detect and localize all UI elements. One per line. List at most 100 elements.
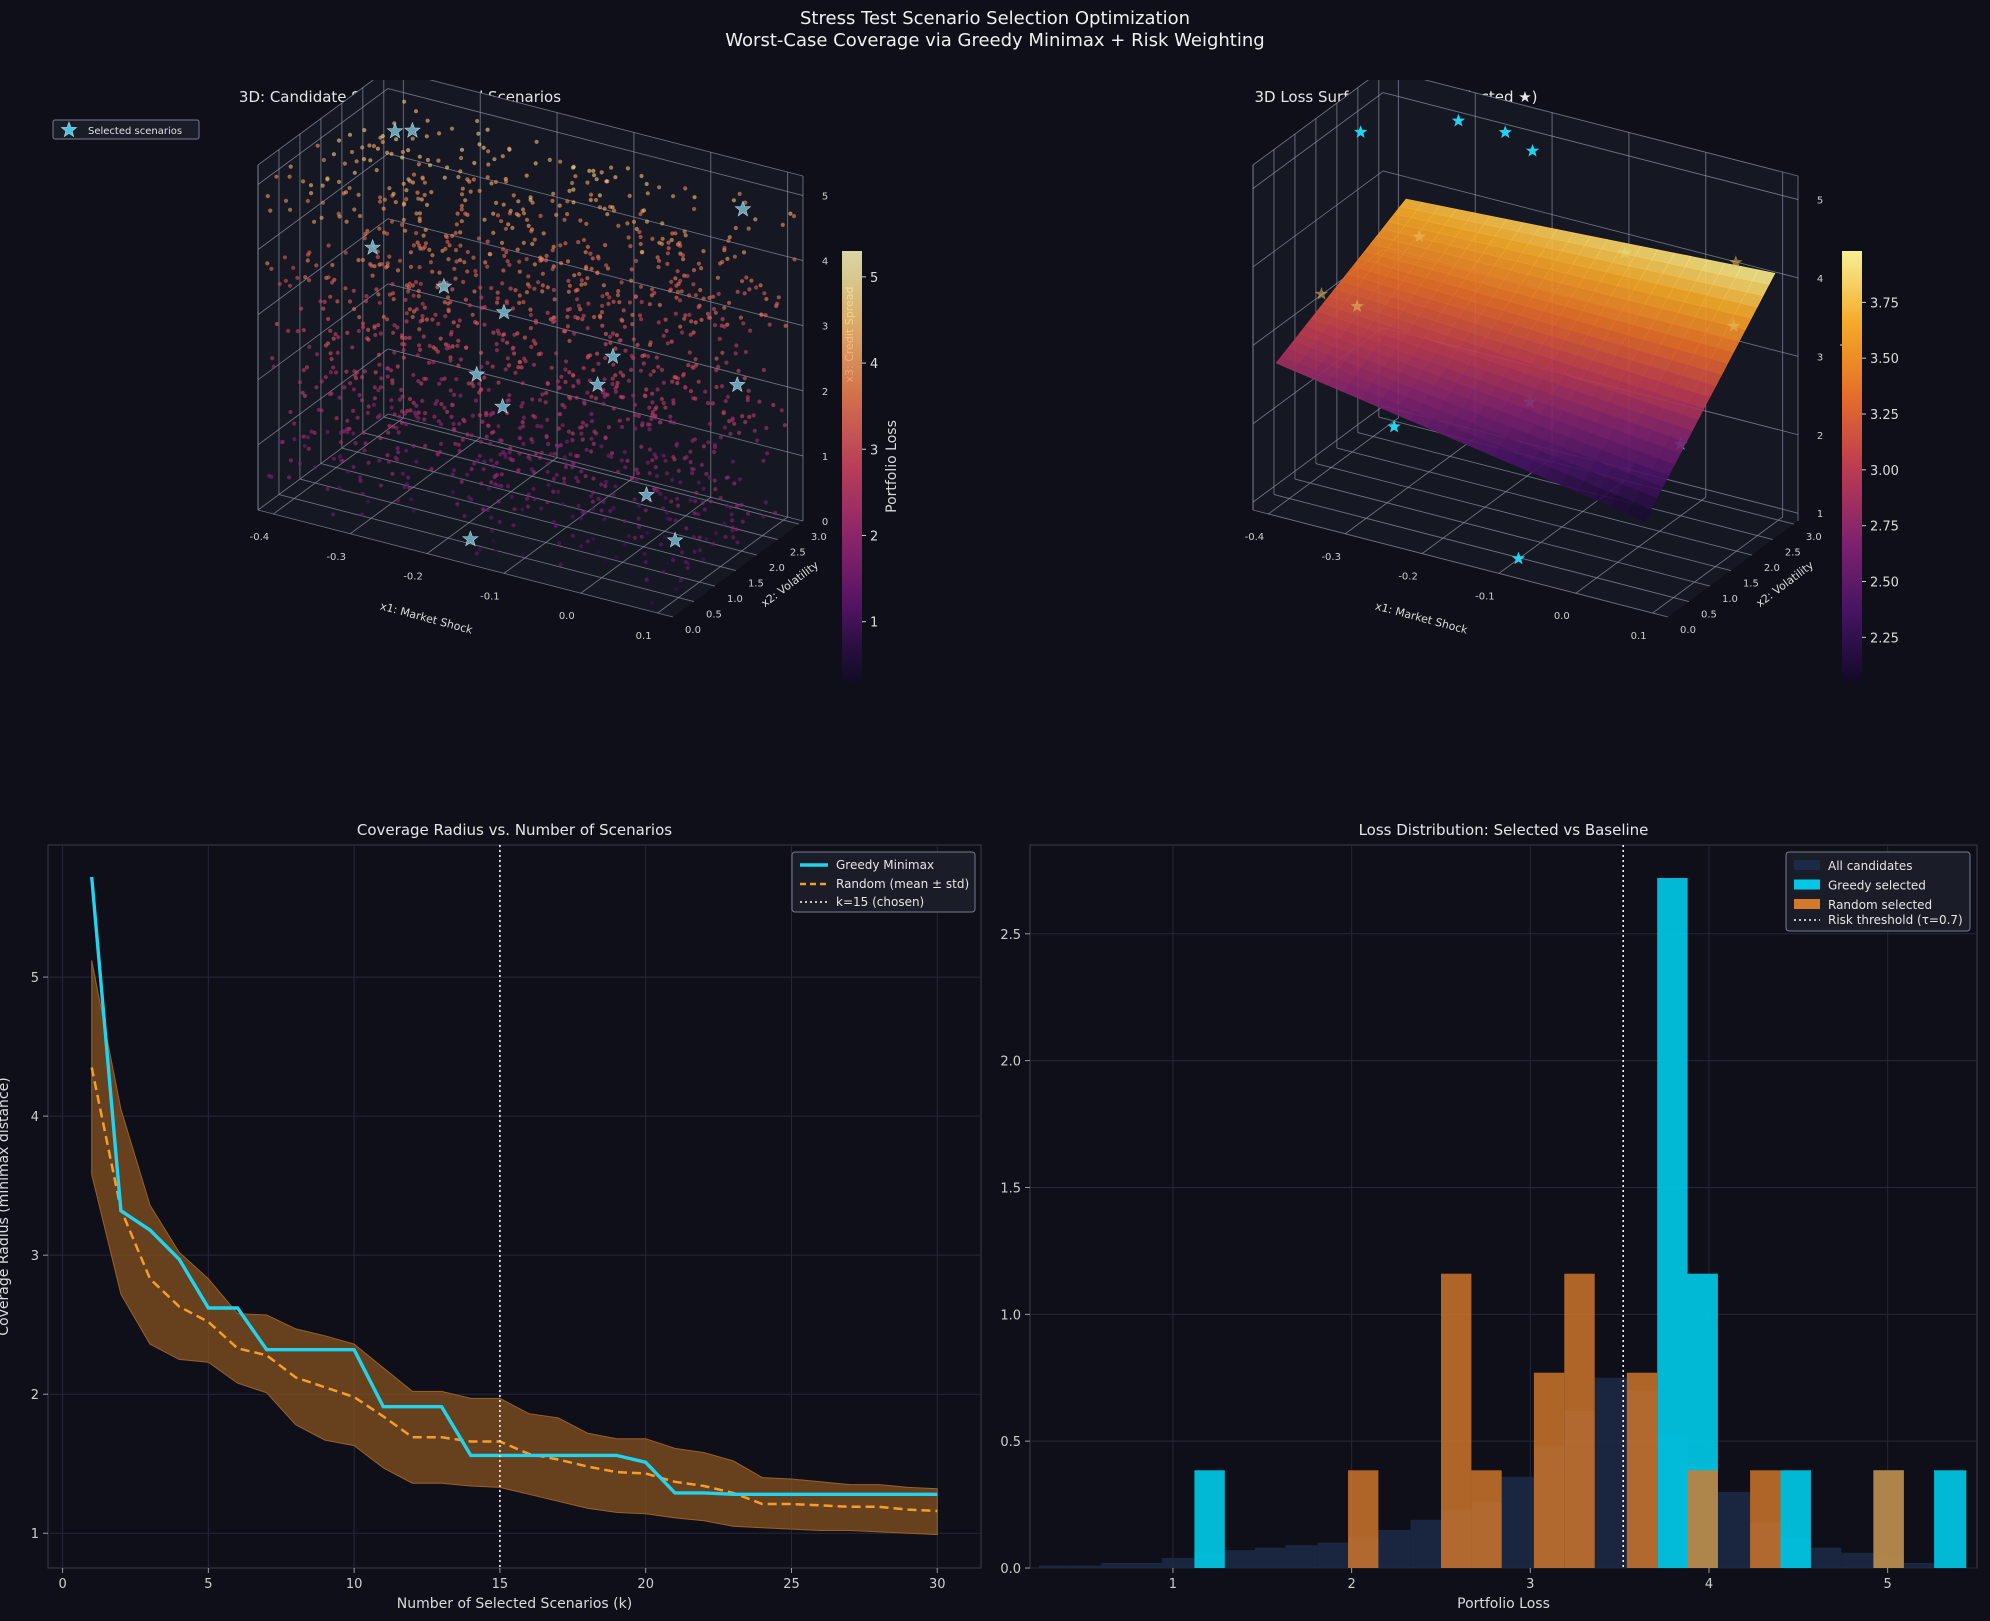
candidate-point: [761, 514, 766, 519]
candidate-point: [458, 393, 463, 398]
candidate-point: [427, 360, 432, 365]
candidate-point: [452, 392, 457, 397]
candidate-point: [306, 446, 311, 451]
candidate-point: [656, 265, 661, 270]
candidate-point: [353, 373, 358, 378]
candidate-point: [503, 226, 508, 231]
all-candidates-hist-bar: [1069, 1565, 1102, 1568]
candidate-point: [585, 276, 590, 281]
candidate-point: [609, 454, 614, 459]
p1-gridline: [320, 463, 737, 571]
candidate-point: [597, 193, 603, 198]
candidate-point: [654, 487, 659, 492]
candidate-point: [704, 537, 709, 542]
candidate-point: [439, 402, 444, 407]
candidate-point: [331, 365, 336, 370]
candidate-point: [622, 324, 628, 329]
candidate-point: [711, 294, 716, 299]
legend-random-label: Random (mean ± std): [836, 877, 969, 891]
p2-left-pane: [1253, 80, 1383, 510]
p2-gridline: [1575, 496, 1707, 594]
candidate-point: [519, 404, 524, 409]
candidate-point: [345, 418, 350, 423]
candidate-point: [494, 341, 499, 347]
candidate-point: [527, 284, 532, 289]
candidate-point: [625, 417, 631, 422]
candidate-point: [469, 433, 474, 438]
candidate-point: [705, 311, 711, 316]
candidate-point: [305, 198, 310, 204]
p1-gridline: [257, 88, 389, 185]
candidate-point: [551, 519, 557, 524]
candidate-point: [550, 248, 555, 253]
p3-y-tick-label: 5: [31, 971, 39, 986]
candidate-point: [271, 364, 276, 369]
candidate-point: [626, 235, 631, 240]
legend-random-label: Random selected: [1828, 898, 1932, 912]
candidate-point: [508, 208, 513, 213]
candidate-point: [622, 450, 627, 455]
candidate-point: [716, 364, 721, 369]
candidate-point: [325, 486, 330, 491]
candidate-point: [652, 452, 657, 457]
candidate-point: [714, 368, 719, 373]
candidate-point: [459, 203, 464, 208]
candidate-point: [356, 258, 361, 263]
candidate-point: [309, 191, 314, 196]
p2-surface: [1275, 198, 1776, 522]
candidate-point: [382, 197, 387, 202]
candidate-point: [680, 330, 685, 335]
candidate-point: [661, 401, 666, 406]
candidate-point: [448, 388, 453, 393]
candidate-point: [488, 412, 493, 418]
candidate-point: [463, 198, 468, 203]
candidate-point: [733, 225, 738, 231]
candidate-point: [540, 289, 545, 294]
candidate-point: [696, 305, 701, 310]
p4-y-tick-label: 0.5: [1000, 1435, 1021, 1450]
candidate-point: [674, 441, 680, 446]
candidate-point: [347, 132, 353, 137]
p1-axes: -0.4 -0.3 -0.2 -0.1 0.0 0.1 0.0 0.5 1.0 1.5 2.0 2.5…: [250, 80, 856, 642]
candidate-point: [491, 538, 496, 543]
panel-3d-candidate-space: 3D: Candidate Space & Selected Scenarios…: [52, 80, 900, 682]
candidate-point: [610, 331, 616, 336]
candidate-point: [375, 146, 380, 151]
p1-x-tick: -0.3: [326, 552, 346, 563]
candidate-point: [642, 551, 647, 557]
candidate-point: [518, 436, 523, 441]
candidate-point: [350, 345, 355, 350]
candidate-point: [705, 401, 711, 406]
candidate-point: [472, 461, 477, 466]
candidate-point: [356, 192, 361, 197]
p4-y-tick-label: 2.5: [1000, 928, 1021, 943]
candidate-point: [579, 425, 585, 430]
candidate-point: [391, 424, 396, 429]
candidate-point: [530, 241, 535, 247]
p2-x-label: x1: Market Shock: [1374, 600, 1470, 637]
candidate-point: [491, 464, 496, 469]
candidate-point: [645, 530, 650, 535]
candidate-point: [648, 372, 653, 377]
p2-x-tick: -0.3: [1321, 552, 1341, 563]
candidate-point: [458, 243, 463, 248]
candidate-point: [581, 365, 586, 371]
candidate-point: [765, 451, 770, 456]
candidate-point: [738, 315, 744, 320]
candidate-point: [593, 197, 599, 203]
p2-y-tick: 2.0: [1764, 563, 1780, 574]
candidate-point: [669, 339, 674, 344]
candidate-point: [360, 145, 365, 150]
legend-threshold-label: Risk threshold (τ=0.7): [1828, 913, 1963, 927]
candidate-point: [693, 293, 699, 298]
candidate-point: [532, 497, 537, 502]
candidate-point: [779, 408, 784, 413]
candidate-point: [574, 395, 579, 400]
p1-gridline: [257, 348, 389, 446]
greedy-selected-hist-bar: [1934, 1470, 1967, 1568]
all-candidates-hist-bar: [1255, 1547, 1286, 1568]
candidate-point: [410, 180, 416, 185]
candidate-point: [344, 369, 349, 374]
candidate-point: [531, 413, 536, 418]
candidate-point: [505, 259, 510, 264]
